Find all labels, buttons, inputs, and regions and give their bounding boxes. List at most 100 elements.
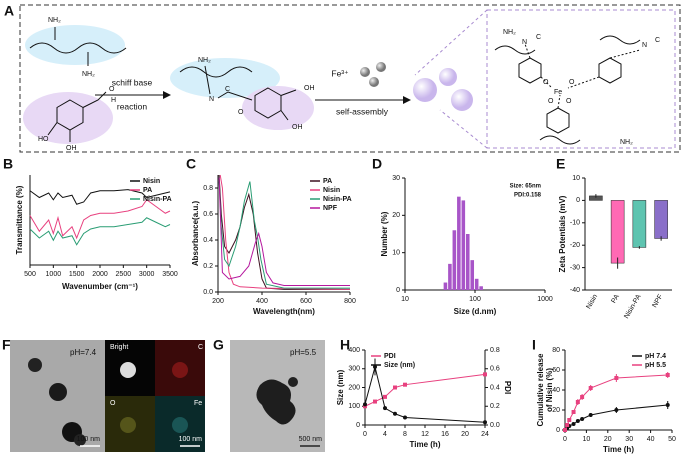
y-tick-label: -40 — [570, 287, 580, 294]
x-tick-label: 1000 — [537, 296, 553, 303]
panel-label: I — [532, 337, 536, 353]
scheme-label: O — [569, 79, 575, 86]
y-tick-label: 300 — [348, 366, 360, 373]
bar — [470, 260, 475, 290]
x-tick-label: 40 — [647, 436, 655, 443]
marker — [588, 386, 593, 390]
x-axis-title: Time (h) — [410, 440, 441, 449]
scheme-label: NH₂ — [198, 57, 211, 64]
panel-label: H — [340, 337, 350, 353]
scheme-label: O — [548, 98, 554, 105]
micrograph-f: pH=7.4 Bright C O Fe 100 nm 100 nm — [10, 340, 205, 452]
scheme-label: self-assembly — [336, 106, 389, 116]
marker — [383, 406, 387, 411]
marker — [665, 373, 670, 377]
x-tick-label: 12 — [421, 431, 429, 438]
legend-label: PDI — [384, 353, 396, 360]
y-tick-label: 0 — [396, 287, 400, 294]
x-tick-label: 500 — [24, 271, 36, 278]
chart: 0 10 20 30 40 50 0 20 40 60 80 Time (h) Cumulative r… — [536, 347, 676, 454]
x-tick-label: 400 — [256, 298, 268, 305]
x-tick-label: 0 — [563, 436, 567, 443]
y-tick-label: 400 — [348, 347, 360, 354]
x-tick-label: 2000 — [92, 271, 108, 278]
scheme-label: O — [566, 98, 572, 105]
y-tick-label: 0.8 — [203, 185, 213, 192]
x-tick-label: 3500 — [162, 271, 178, 278]
scheme-label: reaction — [117, 101, 148, 111]
channel-label: C — [198, 344, 203, 351]
micrograph-g: pH=5.5 500 nm — [230, 340, 325, 452]
scheme-label: Fe — [554, 89, 562, 96]
scheme-label: C — [655, 37, 660, 44]
x-tick-label: 800 — [344, 298, 356, 305]
y-tick-label: 0 — [576, 197, 580, 204]
marker — [563, 428, 567, 432]
marker — [580, 395, 585, 399]
channel-label: Bright — [110, 344, 128, 351]
x-tick-label: 50 — [668, 436, 676, 443]
y-tick-label: 0 — [356, 422, 360, 429]
panel-label: E — [556, 156, 565, 172]
y-tick-label: 80 — [552, 347, 560, 354]
scheme-label: C — [536, 34, 541, 41]
marker — [363, 402, 367, 407]
scheme-label: schiff base — [112, 77, 153, 87]
legend-label: NPF — [323, 205, 338, 212]
annotation: Size: 65nm — [510, 184, 541, 190]
bar — [632, 200, 647, 248]
legend-label: pH 7.4 — [645, 353, 666, 360]
series-line — [564, 374, 668, 431]
y2-axis-title: PDI — [503, 381, 512, 394]
bar — [457, 196, 461, 290]
series-line — [218, 174, 350, 290]
y-tick-label: -20 — [570, 242, 580, 249]
x-tick-label: 2500 — [116, 271, 132, 278]
bar — [479, 286, 483, 290]
chart: 10 0 -10 -20 -30 -40 Zeta Potentials (mV) Nisin… — [558, 175, 672, 320]
panel-label: D — [372, 156, 382, 172]
scheme-label: O — [238, 109, 244, 116]
series-line — [29, 189, 171, 205]
scheme-label: C — [225, 86, 230, 93]
annotation: PDI:0.158 — [514, 193, 542, 199]
marker — [571, 410, 576, 414]
x-tick-label: PA — [610, 293, 621, 304]
legend-label: Nisin-PA — [323, 196, 352, 203]
y-axis-title: Transmittance (%) — [15, 185, 24, 254]
complex-frame — [486, 9, 676, 149]
legend-label: pH 5.5 — [645, 362, 666, 369]
scheme-label: N — [642, 42, 647, 49]
y2-tick-label: 0.8 — [490, 347, 500, 354]
legend-label: Nisin — [143, 178, 160, 185]
x-tick-label: 10 — [401, 296, 409, 303]
y-axis-title: Number (%) — [380, 211, 389, 256]
x-tick-label: 10 — [583, 436, 591, 443]
x-tick-label: 600 — [300, 298, 312, 305]
y-axis-title: Cumulative releaseof Nisin (%) — [536, 353, 554, 426]
y-tick-label: 0 — [556, 427, 560, 434]
x-tick-label: 30 — [625, 436, 633, 443]
scheme-label: H — [111, 97, 116, 104]
bar — [654, 200, 668, 239]
scheme-label: NH₂ — [503, 29, 516, 36]
x-tick-label: Nisin — [585, 293, 599, 310]
y-tick-label: 20 — [392, 212, 400, 219]
series-line — [364, 366, 486, 423]
y-tick-label: -30 — [570, 264, 580, 271]
bar — [610, 200, 625, 264]
x-tick-label: 1500 — [69, 271, 85, 278]
marker — [665, 403, 670, 407]
y-tick-label: 100 — [348, 403, 360, 410]
scheme-label: OH — [66, 145, 77, 152]
y-axis-title: Zeta Potentials (mV) — [558, 195, 567, 272]
x-tick-label: 4 — [383, 431, 387, 438]
marker — [567, 418, 572, 422]
x-axis-title: Wavelength(nm) — [253, 307, 315, 316]
x-tick-label: 0 — [363, 431, 367, 438]
x-tick-label: Nisin-PA — [623, 293, 643, 320]
series-line — [218, 177, 350, 286]
x-axis-title: Time (h) — [603, 445, 634, 454]
